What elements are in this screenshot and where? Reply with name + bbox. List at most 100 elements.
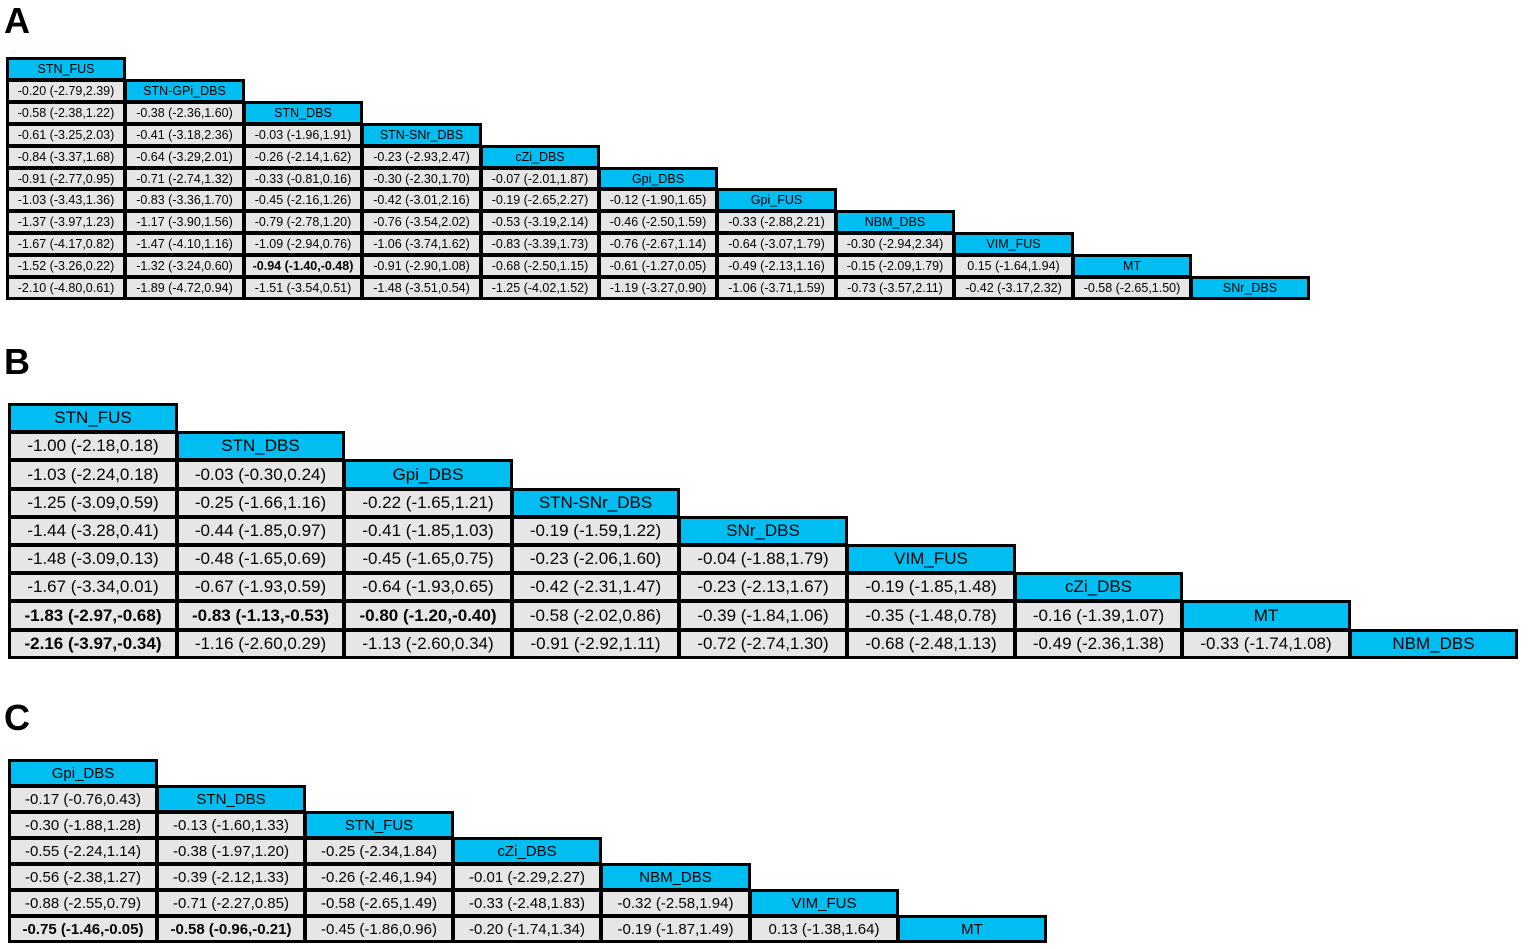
comparison-cell: -0.35 (-1.48,0.78) [846, 600, 1016, 631]
comparison-cell: -0.91 (-2.90,1.08) [361, 254, 482, 278]
comparison-cell: -1.51 (-3.54,0.51) [243, 276, 363, 300]
comparison-cell: -0.88 (-2.55,0.79) [8, 889, 158, 917]
comparison-cell: -0.03 (-0.30,0.24) [176, 459, 345, 490]
comparison-cell: -1.89 (-4.72,0.94) [124, 276, 245, 300]
comparison-cell: -2.16 (-3.97,-0.34) [8, 629, 178, 659]
comparison-cell: -1.17 (-3.90,1.56) [124, 210, 245, 234]
treatment-header: STN_FUS [304, 811, 454, 839]
treatment-header: VIM_FUS [953, 232, 1074, 256]
treatment-header: VIM_FUS [846, 544, 1016, 574]
comparison-cell: -0.20 (-2.79,2.39) [6, 79, 126, 103]
comparison-cell: -0.58 (-2.65,1.49) [304, 889, 454, 917]
comparison-cell: -0.76 (-2.67,1.14) [598, 232, 718, 256]
comparison-cell: -0.68 (-2.48,1.13) [846, 629, 1016, 659]
comparison-cell: -0.72 (-2.74,1.30) [678, 629, 848, 659]
comparison-cell: -0.84 (-3.37,1.68) [6, 145, 126, 169]
comparison-cell: -0.01 (-2.29,2.27) [452, 863, 602, 891]
comparison-cell: -0.49 (-2.13,1.16) [716, 254, 837, 278]
treatment-header: STN-SNr_DBS [511, 488, 680, 518]
comparison-cell: -0.58 (-2.38,1.22) [6, 101, 126, 125]
comparison-cell: -0.94 (-1.40,-0.48) [243, 254, 363, 278]
comparison-cell: -0.79 (-2.78,1.20) [243, 210, 363, 234]
treatment-header: SNr_DBS [1190, 276, 1310, 300]
comparison-cell: -0.53 (-3.19,2.14) [480, 210, 600, 234]
comparison-cell: -0.83 (-3.36,1.70) [124, 188, 245, 212]
comparison-cell: -0.45 (-2.16,1.26) [243, 188, 363, 212]
treatment-header: STN_FUS [8, 403, 178, 433]
comparison-cell: -0.55 (-2.24,1.14) [8, 837, 158, 865]
comparison-cell: -0.07 (-2.01,1.87) [480, 167, 600, 190]
comparison-cell: -1.16 (-2.60,0.29) [176, 629, 345, 659]
comparison-cell: -1.67 (-4.17,0.82) [6, 232, 126, 256]
comparison-cell: -1.47 (-4.10,1.16) [124, 232, 245, 256]
treatment-header: NBM_DBS [1349, 629, 1518, 659]
comparison-cell: -0.49 (-2.36,1.38) [1014, 629, 1183, 659]
comparison-cell: -0.23 (-2.93,2.47) [361, 145, 482, 169]
comparison-cell: -0.91 (-2.92,1.11) [511, 629, 680, 659]
treatment-header: Gpi_DBS [343, 459, 513, 490]
comparison-cell: -1.00 (-2.18,0.18) [8, 431, 178, 461]
comparison-cell: -0.58 (-2.65,1.50) [1072, 276, 1192, 300]
comparison-cell: -0.83 (-3.39,1.73) [480, 232, 600, 256]
treatment-header: Gpi_DBS [598, 167, 718, 190]
comparison-cell: -0.33 (-1.74,1.08) [1181, 629, 1351, 659]
comparison-cell: -0.04 (-1.88,1.79) [678, 544, 848, 574]
comparison-cell: -0.42 (-3.17,2.32) [953, 276, 1074, 300]
comparison-cell: -0.39 (-1.84,1.06) [678, 600, 848, 631]
treatment-header: STN-GPi_DBS [124, 79, 245, 103]
comparison-cell: -0.19 (-1.87,1.49) [600, 915, 751, 943]
comparison-cell: -0.71 (-2.74,1.32) [124, 167, 245, 190]
comparison-cell: -1.37 (-3.97,1.23) [6, 210, 126, 234]
treatment-header: VIM_FUS [749, 889, 899, 917]
treatment-header: NBM_DBS [835, 210, 955, 234]
comparison-cell: -1.83 (-2.97,-0.68) [8, 600, 178, 631]
comparison-cell: -0.30 (-2.30,1.70) [361, 167, 482, 190]
comparison-cell: -0.44 (-1.85,0.97) [176, 516, 345, 546]
comparison-cell: -0.61 (-3.25,2.03) [6, 123, 126, 147]
comparison-cell: -1.03 (-2.24,0.18) [8, 459, 178, 490]
comparison-cell: -0.30 (-2.94,2.34) [835, 232, 955, 256]
panel-label-b: B [4, 341, 30, 382]
comparison-cell: -0.58 (-0.96,-0.21) [156, 915, 306, 943]
comparison-cell: -0.48 (-1.65,0.69) [176, 544, 345, 574]
comparison-cell: -1.06 (-3.71,1.59) [716, 276, 837, 300]
comparison-cell: -0.83 (-1.13,-0.53) [176, 600, 345, 631]
treatment-header: STN_DBS [176, 431, 345, 461]
panel-label-c: C [4, 697, 30, 738]
comparison-cell: -1.06 (-3.74,1.62) [361, 232, 482, 256]
comparison-cell: -0.33 (-2.88,2.21) [716, 210, 837, 234]
comparison-cell: -0.13 (-1.60,1.33) [156, 811, 306, 839]
comparison-cell: -0.33 (-0.81,0.16) [243, 167, 363, 190]
treatment-header: Gpi_DBS [8, 759, 158, 787]
comparison-cell: -0.41 (-1.85,1.03) [343, 516, 513, 546]
treatment-header: cZi_DBS [452, 837, 602, 865]
comparison-cell: -1.25 (-3.09,0.59) [8, 488, 178, 518]
comparison-cell: -0.32 (-2.58,1.94) [600, 889, 751, 917]
comparison-cell: -0.19 (-1.85,1.48) [846, 572, 1016, 602]
treatment-header: STN_FUS [6, 57, 126, 81]
comparison-cell: -1.67 (-3.34,0.01) [8, 572, 178, 602]
comparison-cell: -0.39 (-2.12,1.33) [156, 863, 306, 891]
comparison-cell: -0.38 (-1.97,1.20) [156, 837, 306, 865]
comparison-cell: -0.03 (-1.96,1.91) [243, 123, 363, 147]
comparison-cell: -0.33 (-2.48,1.83) [452, 889, 602, 917]
comparison-cell: -1.09 (-2.94,0.76) [243, 232, 363, 256]
comparison-cell: -0.12 (-1.90,1.65) [598, 188, 718, 212]
comparison-cell: -0.25 (-2.34,1.84) [304, 837, 454, 865]
comparison-cell: -0.61 (-1.27,0.05) [598, 254, 718, 278]
comparison-cell: -0.38 (-2.36,1.60) [124, 101, 245, 125]
treatment-header: cZi_DBS [1014, 572, 1183, 602]
comparison-cell: -0.80 (-1.20,-0.40) [343, 600, 513, 631]
comparison-cell: -0.20 (-1.74,1.34) [452, 915, 602, 943]
comparison-cell: -0.19 (-1.59,1.22) [511, 516, 680, 546]
comparison-cell: -0.76 (-3.54,2.02) [361, 210, 482, 234]
comparison-cell: -1.25 (-4.02,1.52) [480, 276, 600, 300]
comparison-cell: -0.45 (-1.65,0.75) [343, 544, 513, 574]
comparison-cell: -0.68 (-2.50,1.15) [480, 254, 600, 278]
treatment-header: MT [897, 915, 1047, 943]
comparison-cell: -0.64 (-3.07,1.79) [716, 232, 837, 256]
comparison-cell: -2.10 (-4.80,0.61) [6, 276, 126, 300]
comparison-cell: -0.91 (-2.77,0.95) [6, 167, 126, 190]
comparison-cell: -0.56 (-2.38,1.27) [8, 863, 158, 891]
treatment-header: cZi_DBS [480, 145, 600, 169]
